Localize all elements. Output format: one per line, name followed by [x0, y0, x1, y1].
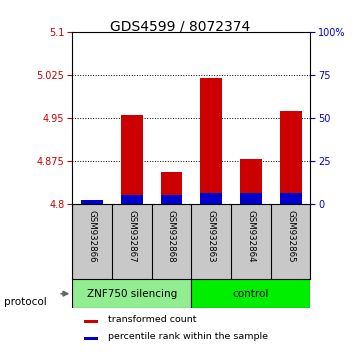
Bar [81, 202, 103, 204]
Text: GDS4599 / 8072374: GDS4599 / 8072374 [110, 19, 251, 34]
Bar [72, 279, 191, 308]
Text: GSM932864: GSM932864 [247, 210, 255, 262]
Bar [161, 172, 182, 204]
Text: transformed count: transformed count [108, 315, 196, 324]
Text: ZNF750 silencing: ZNF750 silencing [87, 289, 177, 299]
Bar [240, 159, 262, 204]
Text: protocol: protocol [4, 297, 46, 307]
Bar [240, 193, 262, 204]
Text: GSM932868: GSM932868 [167, 210, 176, 262]
Bar [200, 193, 222, 204]
Text: GSM932866: GSM932866 [88, 210, 96, 262]
Bar [121, 195, 143, 204]
Bar [280, 193, 301, 204]
Bar [81, 200, 103, 204]
Bar [191, 279, 310, 308]
Text: control: control [233, 289, 269, 299]
Text: GSM932863: GSM932863 [207, 210, 216, 262]
Bar [280, 111, 301, 204]
Bar [200, 78, 222, 204]
Text: GSM932867: GSM932867 [127, 210, 136, 262]
Bar [84, 337, 99, 340]
Bar [84, 320, 99, 323]
Bar [121, 115, 143, 204]
Text: percentile rank within the sample: percentile rank within the sample [108, 332, 268, 341]
Text: GSM932865: GSM932865 [286, 210, 295, 262]
Bar [161, 195, 182, 204]
